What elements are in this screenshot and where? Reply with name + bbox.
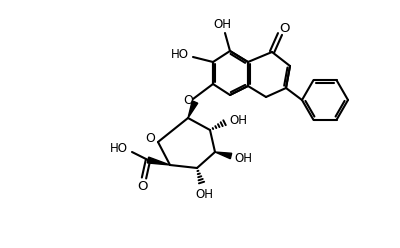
Polygon shape xyxy=(188,101,198,118)
Text: O: O xyxy=(145,132,155,146)
Text: OH: OH xyxy=(234,152,252,164)
Text: OH: OH xyxy=(229,114,247,126)
Polygon shape xyxy=(215,152,232,159)
Polygon shape xyxy=(147,157,170,165)
Text: HO: HO xyxy=(110,142,128,155)
Text: OH: OH xyxy=(195,187,213,200)
Text: OH: OH xyxy=(213,18,231,31)
Text: O: O xyxy=(280,23,290,35)
Text: O: O xyxy=(138,181,148,193)
Text: O: O xyxy=(183,94,193,107)
Text: HO: HO xyxy=(171,49,189,62)
